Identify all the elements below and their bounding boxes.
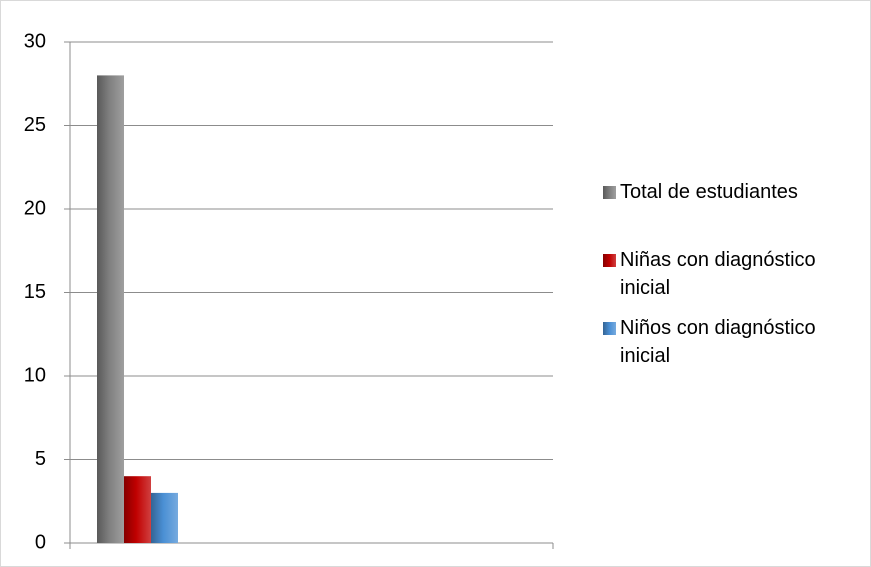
legend-swatch — [603, 322, 616, 335]
legend-entry: Niños con diagnóstico inicial — [603, 314, 865, 370]
legend-label: Total de estudiantes — [620, 181, 798, 203]
bar — [124, 476, 151, 543]
y-tick-label: 0 — [35, 531, 46, 553]
y-tick-label: 5 — [35, 448, 46, 470]
y-tick-label: 30 — [24, 30, 46, 52]
y-tick-label: 20 — [24, 197, 46, 219]
legend-swatch — [603, 254, 616, 267]
legend-label: Niños con diagnóstico inicial — [620, 317, 816, 367]
bar — [151, 492, 178, 543]
y-tick-label: 10 — [24, 364, 46, 386]
legend-swatch — [603, 186, 616, 199]
y-tick-label: 25 — [24, 114, 46, 136]
legend: Total de estudiantes Niñas con diagnóstic… — [603, 178, 865, 410]
legend-entry: Total de estudiantes — [603, 178, 865, 206]
bar — [97, 75, 124, 544]
y-tick-label: 15 — [24, 281, 46, 303]
legend-label: Niñas con diagnóstico inicial — [620, 249, 816, 299]
legend-entry: Niñas con diagnóstico inicial — [603, 246, 865, 302]
